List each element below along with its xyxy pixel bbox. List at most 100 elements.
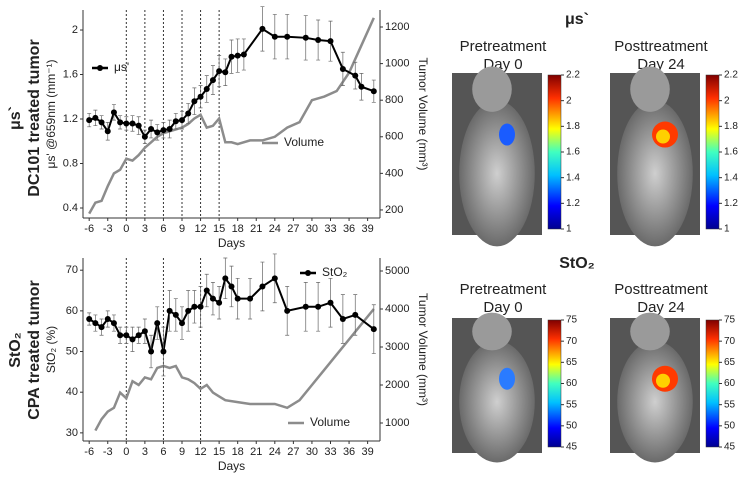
data-point [185, 110, 192, 117]
data-point [92, 320, 99, 327]
x-tick-label: 12 [194, 446, 206, 458]
data-point [259, 283, 266, 290]
row-symbol: μs` [7, 106, 24, 130]
data-point [327, 299, 334, 306]
colorbar [547, 319, 562, 448]
colorbar-tick-label: 60 [724, 378, 736, 389]
colorbar-tick-label: 1.6 [566, 147, 580, 158]
x-tick-label: 3 [142, 446, 148, 458]
y2-axis-label: Tumor Volume (mm³) [416, 58, 430, 171]
colorbar-tick-label: 1.4 [566, 172, 580, 183]
x-tick-label: 27 [287, 446, 299, 458]
data-point [172, 118, 179, 125]
data-point [110, 320, 117, 327]
data-point [104, 128, 111, 135]
data-point [154, 129, 161, 136]
colorbar-tick-label: 60 [566, 378, 578, 389]
x-tick-label: 3 [142, 223, 148, 235]
x-tick-label: -3 [103, 223, 113, 235]
x-tick-label: 18 [232, 223, 244, 235]
mouse-body [459, 340, 535, 463]
data-point [228, 283, 235, 290]
x-axis-label: Days [218, 459, 245, 473]
data-point [209, 295, 216, 302]
colorbar-tick-label: 2 [566, 95, 572, 106]
y2-tick-label: 1000 [385, 417, 409, 429]
y-tick-label: 0.8 [63, 157, 78, 169]
data-point [339, 65, 346, 72]
y2-tick-label: 5000 [385, 265, 409, 277]
panel-title: μs` [565, 11, 589, 28]
colorbar-tick-label: 1 [724, 224, 730, 235]
x-tick-label: 18 [232, 446, 244, 458]
y-tick-label: 1.2 [63, 113, 78, 125]
panel-title: StO₂ [559, 255, 595, 272]
legend-marker [305, 270, 311, 276]
y2-tick-label: 4000 [385, 303, 409, 315]
x-tick-label: 30 [306, 223, 318, 235]
data-point [185, 307, 192, 314]
data-point [222, 275, 229, 282]
colorbar-tick-label: 1.8 [724, 121, 738, 132]
data-point [203, 85, 210, 92]
data-point [160, 348, 167, 355]
data-point [228, 53, 235, 60]
data-point [166, 126, 173, 133]
x-tick-label: -3 [103, 446, 113, 458]
data-point [104, 316, 111, 322]
row-label: DC101 treated tumor [26, 39, 43, 196]
legend-marker [97, 65, 103, 71]
image-label: Posttreatment [614, 281, 708, 298]
data-point [216, 68, 223, 75]
x-tick-label: 15 [213, 223, 225, 235]
y2-tick-label: 400 [385, 167, 403, 179]
y2-tick-label: 3000 [385, 341, 409, 353]
data-point [191, 98, 198, 105]
mouse-head [630, 312, 670, 351]
x-tick-label: 0 [123, 223, 129, 235]
data-point [117, 332, 124, 339]
y-tick-label: 40 [66, 386, 78, 398]
x-tick-label: 9 [179, 446, 185, 458]
data-point [86, 316, 93, 322]
data-point [154, 320, 161, 327]
y-tick-label: 2 [72, 24, 78, 36]
x-tick-label: 21 [250, 223, 262, 235]
data-point [315, 37, 322, 44]
data-point [141, 133, 148, 140]
data-point [148, 126, 155, 133]
image-day: Day 0 [483, 299, 522, 316]
colorbar-tick-label: 45 [566, 442, 578, 453]
colorbar-tick-label: 1.8 [566, 121, 580, 132]
colorbar-tick-label: 55 [724, 399, 736, 410]
data-point [197, 93, 204, 100]
x-tick-label: 39 [362, 446, 374, 458]
colorbar-tick-label: 2 [724, 95, 730, 106]
data-point [234, 52, 241, 59]
colorbar [705, 74, 720, 230]
mouse-body [617, 100, 693, 247]
x-tick-label: 39 [362, 223, 374, 235]
y-tick-label: 0.4 [63, 202, 78, 214]
series-line [94, 308, 375, 432]
data-point [110, 109, 117, 116]
tumor-map [499, 367, 515, 390]
data-point [284, 307, 291, 314]
data-point [240, 51, 247, 58]
x-tick-label: -6 [84, 223, 94, 235]
colorbar-tick-label: 65 [566, 357, 578, 368]
x-tick-label: 36 [343, 223, 355, 235]
data-point [209, 77, 216, 84]
colorbar-tick-label: 55 [566, 399, 578, 410]
legend-label: Volume [284, 135, 324, 149]
colorbar-tick-label: 2.2 [724, 70, 738, 81]
colorbar-tick-label: 2.2 [566, 70, 580, 81]
x-tick-label: 21 [250, 446, 262, 458]
mouse-head [630, 66, 670, 112]
colorbar-tick-label: 1.6 [724, 147, 738, 158]
data-point [92, 114, 99, 121]
data-point [370, 88, 377, 95]
data-point [179, 117, 185, 124]
data-point [203, 287, 210, 294]
data-point [370, 326, 377, 333]
